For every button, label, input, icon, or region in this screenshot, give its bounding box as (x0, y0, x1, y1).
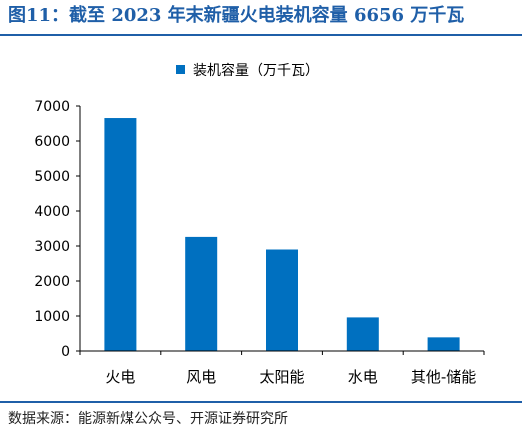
source-note: 数据来源：能源新煤公众号、开源证券研究所 (8, 411, 288, 427)
figure-title: 图11：截至 2023 年末新疆火电装机容量 6656 万千瓦 (8, 5, 465, 26)
y-tick-label: 2000 (34, 274, 70, 290)
footer-divider (0, 401, 522, 403)
y-tick-label: 0 (61, 344, 70, 360)
bar-series (104, 118, 460, 351)
legend-label-capacity: 装机容量（万千瓦） (193, 62, 319, 79)
bar-1 (104, 118, 137, 351)
bar-2 (185, 236, 218, 351)
x-tick-label: 水电 (348, 368, 378, 386)
y-tick-label: 6000 (34, 134, 70, 150)
y-tick-label: 3000 (34, 239, 70, 255)
y-tick-label: 4000 (34, 204, 70, 220)
bar-4 (346, 317, 379, 351)
x-axis: 火电 风电 太阳能 水电 其他-储能 (79, 350, 485, 386)
x-tick-label: 风电 (186, 368, 216, 386)
y-tick-label: 1000 (34, 309, 70, 325)
bar-5 (427, 337, 460, 351)
title-divider (0, 34, 522, 36)
x-tick-label: 太阳能 (259, 368, 304, 386)
chart-legend: 装机容量（万千瓦） (176, 62, 319, 79)
y-axis: 0 1000 2000 3000 4000 5000 6000 7000 (34, 99, 81, 360)
y-tick-label: 7000 (34, 99, 70, 115)
legend-swatch-capacity (176, 65, 185, 74)
bar-3 (266, 249, 298, 351)
x-tick-label: 其他-储能 (411, 368, 476, 386)
y-tick-label: 5000 (34, 169, 70, 185)
x-tick-label: 火电 (105, 368, 135, 386)
